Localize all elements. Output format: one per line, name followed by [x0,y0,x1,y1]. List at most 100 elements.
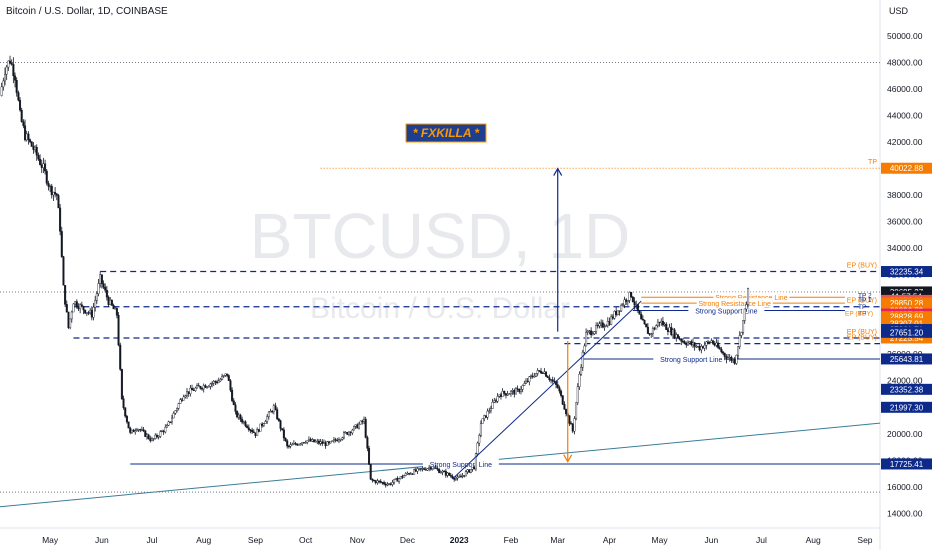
candle-body [656,321,659,326]
candle-body [463,475,466,477]
candle-body [598,323,601,327]
candle-body [710,340,713,343]
candle-body [74,301,77,305]
candle-body [2,80,5,88]
candle-body [174,410,177,414]
candle-body [184,395,187,398]
candle-body [588,330,591,332]
candle-body [439,472,442,474]
candle-body [713,343,716,346]
candle-body [242,421,245,423]
candle-body [389,483,392,485]
candle-body [70,311,73,320]
candle-body [640,314,643,320]
candles [0,55,750,488]
candle-body [366,437,369,449]
candle-body [454,478,457,480]
x-tick-label: Sep [857,535,872,545]
candle-body [120,369,123,399]
candle-body [399,476,402,479]
candle-body [254,432,257,436]
candle-body [154,434,157,439]
candle-body [44,163,47,172]
candle-body [232,400,235,406]
candle-body [262,423,265,426]
price-level-label: TP [868,159,877,166]
y-tick-label: 34000.00 [887,243,923,253]
x-tick-label: Sep [248,535,263,545]
candle-body [456,476,459,479]
candle-body [381,482,384,484]
candle-body [224,373,227,376]
candle-body [186,391,189,396]
candle-body [52,192,55,196]
candle-body [349,431,352,434]
candle-body [451,476,454,479]
candle-body [115,308,118,316]
candle-body [316,440,319,442]
candle-body [317,440,320,444]
candle-body [708,341,711,343]
candle-body [351,429,354,434]
candle-body [110,299,113,306]
candle-body [147,434,150,439]
candle-body [671,329,674,335]
candle-body [600,322,603,324]
candle-body [69,318,72,328]
candle-body [249,429,252,431]
candle-body [187,391,190,394]
candle-body [717,342,720,348]
rising-trendline [452,300,642,480]
candle-body [247,427,250,430]
candle-body [473,467,476,470]
price-tag-text: 32235.34 [890,268,924,277]
candle-body [491,402,494,409]
candle-body [678,338,681,340]
candle-body [214,381,217,383]
candle-body [266,416,269,422]
candle-body [481,418,484,424]
candle-body [438,469,441,473]
candle-body [272,405,275,412]
candle-body [49,185,52,188]
candle-body [0,86,3,96]
candle-body [269,410,272,413]
candle-body [723,352,726,357]
level-label: EP (BUY) [845,311,873,318]
candle-body [459,476,462,478]
candle-body [428,467,431,469]
candle-body [625,299,628,302]
candle-body [54,192,57,195]
candle-body [483,415,486,419]
candle-body [506,394,509,396]
watermark-symbol: BTCUSD, 1D [250,200,631,272]
candle-body [137,429,140,431]
x-tick-label: Oct [299,535,313,545]
candle-body [651,328,654,334]
candle-body [707,341,710,343]
candle-body [424,469,427,471]
candle-body [661,320,664,326]
candle-body [182,396,185,401]
candle-body [516,388,519,390]
candle-body [513,390,516,395]
candle-body [202,385,205,390]
candle-body [504,393,507,396]
price-tag-text: 25643.81 [890,355,924,364]
candle-body [222,375,225,377]
candle-body [197,385,200,387]
candle-body [543,371,546,374]
candle-body [524,380,527,384]
candle-body [236,411,239,418]
candle-body [216,381,219,384]
candle-body [306,440,309,443]
candle-body [252,431,255,433]
candle-body [443,470,446,473]
candle-body [229,380,232,391]
candle-body [162,430,165,433]
candle-body [418,468,421,470]
sr-label-bg [696,298,773,308]
candle-body [64,285,67,305]
candle-body [130,429,133,433]
